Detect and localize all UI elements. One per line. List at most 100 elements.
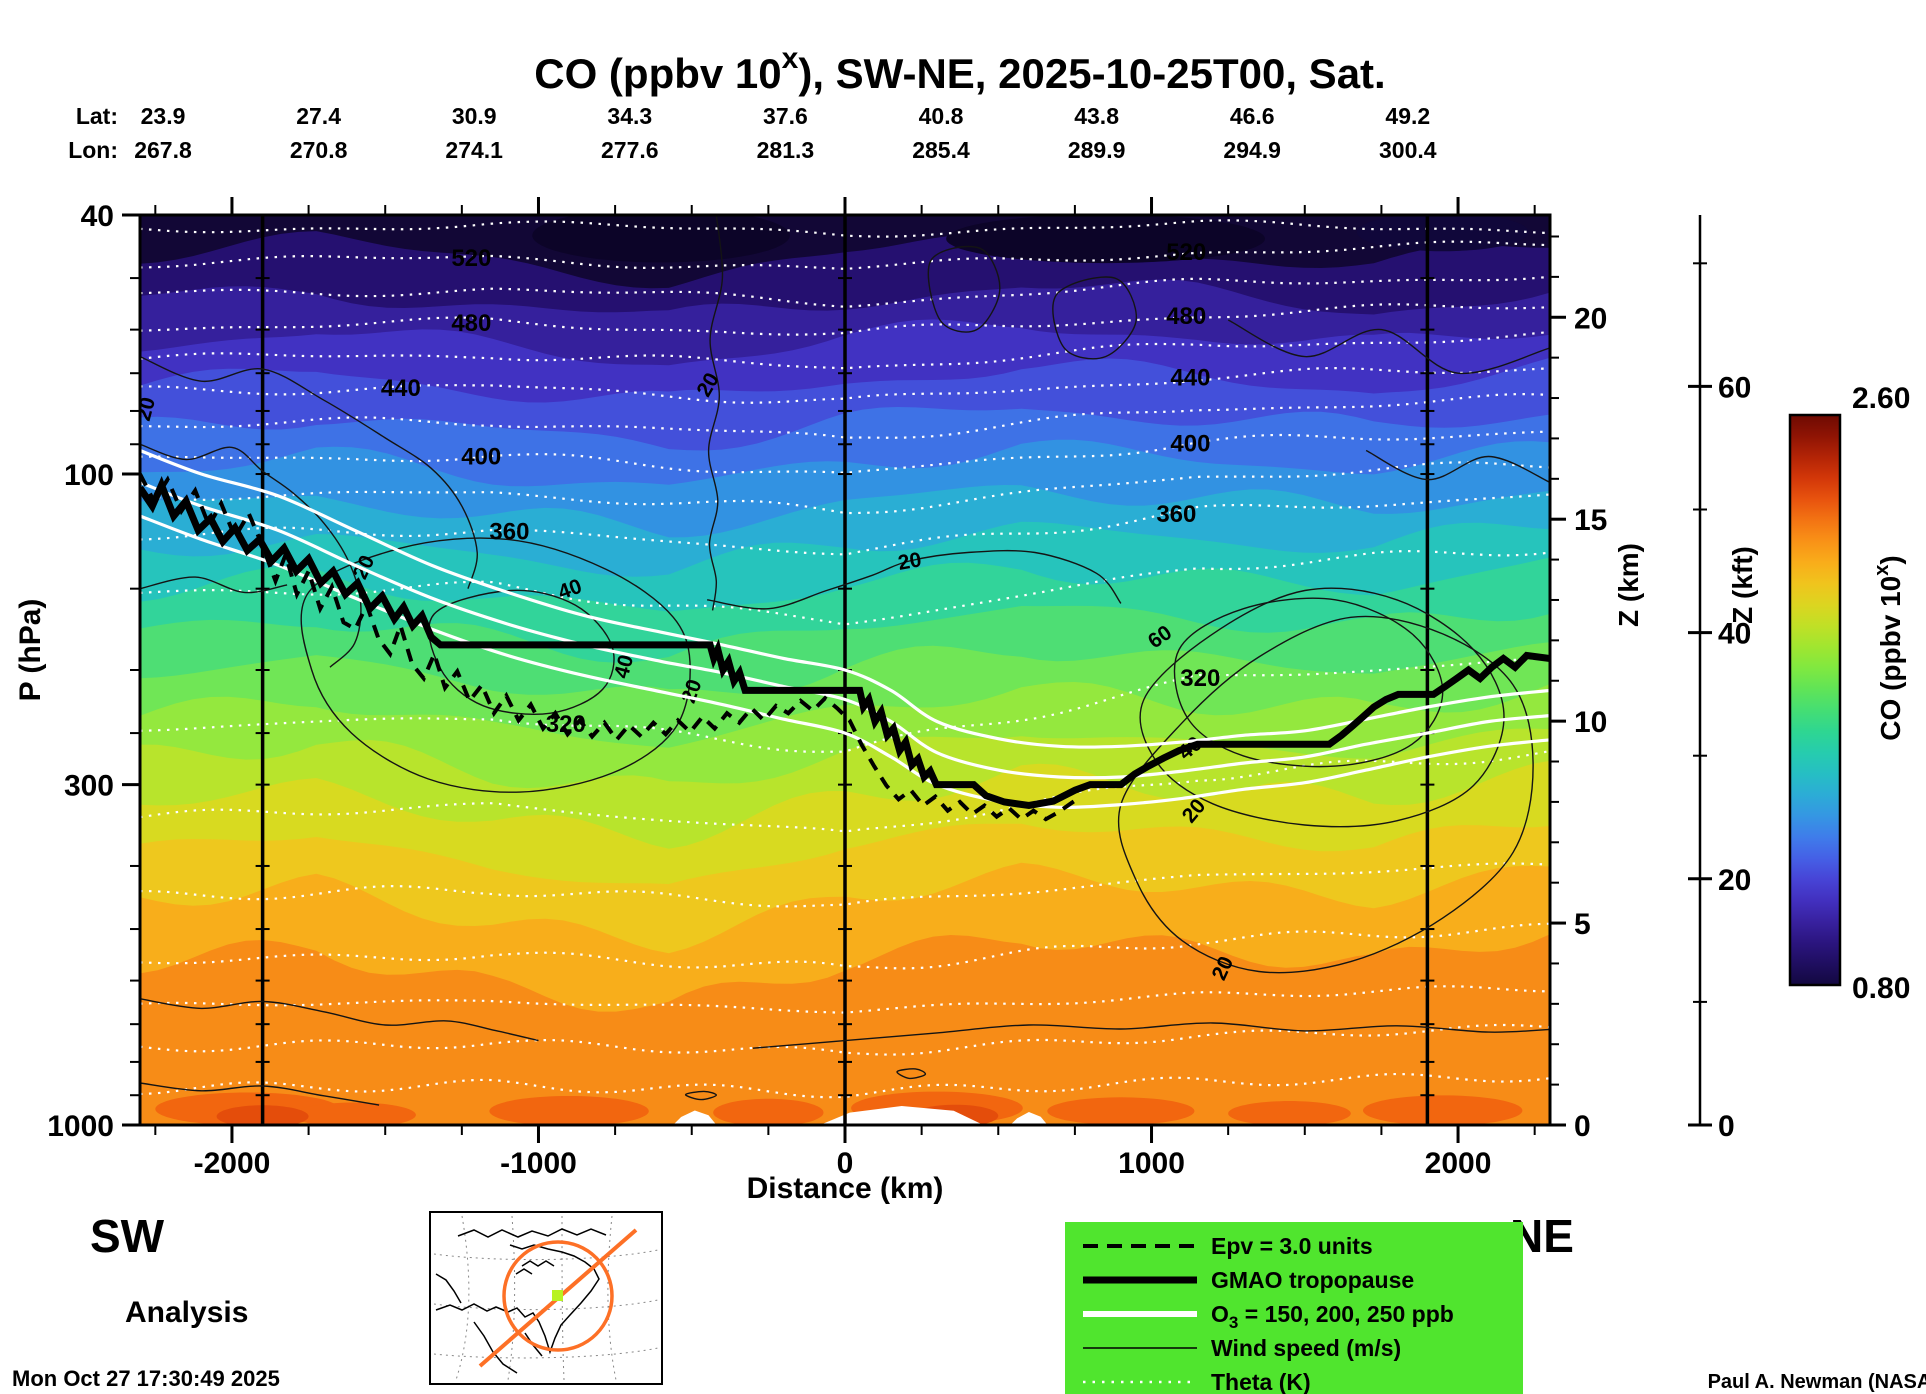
zkm-axis-title: Z (km) [1613,543,1644,627]
theta-label: 480 [1166,303,1206,330]
zkm-tick-label: 20 [1574,302,1607,335]
colorbar-title: CO (ppbv 10x) [1871,555,1906,740]
field-blob [293,1102,416,1125]
field-blob [532,215,790,263]
theta-label: 520 [451,245,491,272]
plot-axes: 40 100 300 1000 -2000 -1000 0 1000 2000 0 5 10 15 20 0… [47,197,1751,1180]
wind-speed-contour [927,245,1001,333]
theta-labels: 520 520 480 480 440 440 400 400 360 360 320 320 [381,239,1221,738]
ozone-contour-150 [140,449,1550,749]
inset-map-coastline [435,1228,607,1374]
wind-speed-contour [140,1082,380,1106]
zkm-tick-label: 10 [1574,706,1607,739]
lat-value: 49.2 [1385,103,1430,129]
lat-row-label: Lat: [76,103,118,129]
zkft-axis-title: Z (kft) [1727,546,1758,624]
pressure-tick-label: 40 [81,200,114,233]
lon-value: 289.9 [1068,137,1126,163]
cross-section-circle [502,1240,614,1352]
theta-label: 520 [1166,239,1206,266]
field-blob [946,215,1265,264]
legend-background [1065,1222,1523,1394]
surface-terrain-gaps [673,1106,1048,1125]
lat-value: 30.9 [452,103,497,129]
wind-speed-contour [707,549,1122,610]
distance-tick-label: 1000 [1118,1147,1185,1180]
theta-contour-500 [140,275,1550,308]
zkft-tick-label: 20 [1718,864,1751,897]
wind-speed-contour [1227,319,1550,375]
zkft-tick-label: 40 [1718,618,1751,651]
lon-value: 300.4 [1379,137,1437,163]
gmao-tropopause-line [140,475,1550,810]
sw-endpoint-label: SW [90,1210,165,1262]
legend: Epv = 3.0 units GMAO tropopause O3 = 150, … [1065,1222,1523,1394]
wind-speed-contour [1365,449,1550,484]
legend-label: Theta (K) [1211,1369,1311,1394]
theta-contour-290 [140,1023,1550,1056]
epv-contour [140,473,1083,822]
theta-contour-305 [140,862,1550,908]
distance-tick-label: 0 [837,1147,854,1180]
colorbar [1788,413,1842,987]
generation-timestamp: Mon Oct 27 17:30:49 2025 [12,1366,280,1391]
theta-label: 400 [461,444,501,471]
theta-contours [140,219,1550,1099]
legend-label: Epv = 3.0 units [1211,1233,1373,1259]
theta-contour-540 [140,219,1550,238]
theta-label: 360 [1156,501,1196,528]
wind-speed-contour [300,537,691,793]
colorbar-max-label: 2.60 [1852,382,1910,415]
wind-speed-contour [428,589,615,715]
theta-contour-420 [140,393,1550,439]
field-blob [1356,215,1529,252]
lat-value: 37.6 [763,103,808,129]
distance-tick-label: -2000 [194,1147,271,1180]
legend-label: Wind speed (m/s) [1211,1335,1401,1361]
wind-speed-contour [140,576,288,594]
field-blob [1047,1097,1195,1125]
zkft-tick-label: 60 [1718,371,1751,404]
wind-speed-contour [707,215,724,611]
wind-speed-contour [140,355,478,589]
theta-contour-295 [140,985,1550,1014]
theta-contour-520 [140,240,1550,270]
field-blob [1228,1101,1351,1125]
distance-tick-label: -1000 [500,1147,577,1180]
theta-label: 320 [1180,665,1220,692]
wind-speed-label: 20 [896,548,923,575]
field-blob [713,1098,824,1125]
lat-value: 34.3 [607,103,652,129]
colorbar-gradient [1788,413,1842,987]
wind-speed-contour [684,1090,718,1101]
zkm-tick-label: 5 [1574,908,1591,941]
lat-value: 40.8 [919,103,964,129]
lon-value: 274.1 [445,137,503,163]
zkm-tick-label: 0 [1574,1110,1591,1143]
theta-contour-300 [140,922,1550,970]
lat-value: 46.6 [1230,103,1275,129]
pressure-tick-label: 1000 [47,1110,114,1143]
surface-gap [820,1106,983,1125]
lat-value: 43.8 [1074,103,1119,129]
theta-contour-440 [140,366,1550,404]
legend-label: GMAO tropopause [1211,1267,1414,1293]
inset-map [429,1211,663,1385]
wind-speed-contour [896,1068,927,1080]
theta-contour-310 [140,750,1550,833]
theta-contour-320 [140,656,1550,753]
lat-value: 27.4 [296,103,341,129]
lon-value: 285.4 [912,137,970,163]
theta-label: 440 [1170,365,1210,392]
cross-section-midpoint [552,1290,563,1301]
theta-contour-480 [140,303,1550,336]
lon-value: 270.8 [290,137,348,163]
theta-contour-460 [140,330,1550,370]
wind-speed-label: 20 [132,395,160,424]
lon-value: 267.8 [134,137,192,163]
theta-contour-285 [140,1072,1550,1099]
ozone-contour-250 [140,514,1550,809]
field-blobs [155,215,1529,1125]
